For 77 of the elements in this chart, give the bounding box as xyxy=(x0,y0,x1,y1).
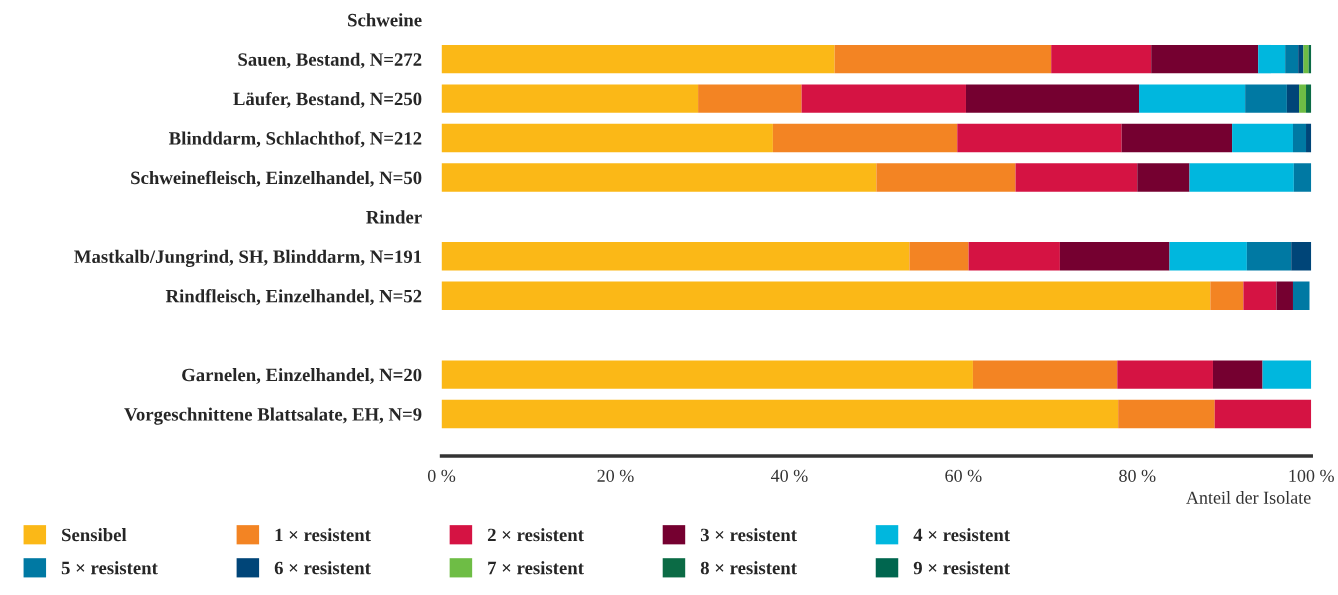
bar xyxy=(1169,242,1247,271)
bar xyxy=(1059,242,1170,271)
bar xyxy=(909,242,969,271)
y-tick-label: Sauen, Bestand, N=272 xyxy=(238,52,422,69)
bar xyxy=(1214,399,1312,429)
bar xyxy=(772,123,958,153)
bar xyxy=(1303,44,1309,74)
bar xyxy=(1051,44,1152,74)
y-tick-label: Läufer, Bestand, N=250 xyxy=(233,91,422,108)
bar xyxy=(1291,242,1312,271)
legend-label: Sensibel xyxy=(62,528,127,542)
bar xyxy=(1306,123,1312,153)
bar xyxy=(1298,44,1304,74)
bar xyxy=(1292,281,1310,310)
bar xyxy=(1285,44,1299,74)
bar xyxy=(1262,360,1312,389)
bar xyxy=(1151,44,1259,74)
bar xyxy=(1118,399,1215,429)
bar xyxy=(1212,360,1263,389)
bar xyxy=(1189,163,1294,192)
y-tick-label: Garnelen, Einzelhandel, N=20 xyxy=(182,368,422,385)
bar xyxy=(441,163,877,192)
bar xyxy=(965,84,1140,113)
bar xyxy=(1117,360,1213,389)
bar xyxy=(1243,281,1277,310)
legend-label: 4 × resistent xyxy=(913,528,1010,542)
legend-label: 1 × resistent xyxy=(275,528,371,542)
bar xyxy=(1245,84,1287,113)
bar xyxy=(972,360,1118,389)
y-tick-label: Mastkalb/Jungrind, SH, Blinddarm, N=191 xyxy=(74,249,422,267)
bar xyxy=(698,84,802,113)
legend-label: 5 × resistent xyxy=(61,561,158,575)
bar xyxy=(1299,84,1307,113)
bar xyxy=(441,399,1119,429)
legend-label: 7 × resistent xyxy=(488,561,584,575)
y-tick-label: Rindfleisch, Einzelhandel, N=52 xyxy=(165,289,422,306)
bar xyxy=(1139,84,1246,113)
x-tick-label: 40 % xyxy=(770,469,808,482)
y-tick-label: Vorgeschnittene Blattsalate, EH, N=9 xyxy=(124,407,422,425)
x-tick-label: 60 % xyxy=(945,469,982,482)
legend-label: 3 × resistent xyxy=(700,528,797,542)
legend-label: 6 × resistent xyxy=(274,561,371,575)
bar xyxy=(441,360,973,389)
x-tick-label: 100 % xyxy=(1289,469,1334,482)
y-tick-label: Rinder xyxy=(366,210,422,224)
legend-label: 8 × resistent xyxy=(700,561,797,575)
x-axis-title: Anteil der Isolate xyxy=(1186,491,1311,504)
x-tick-label: 80 % xyxy=(1119,469,1156,482)
bar xyxy=(1232,123,1293,153)
y-tick-label: Schweine xyxy=(348,13,422,27)
bar xyxy=(1246,242,1292,271)
bar xyxy=(801,84,966,113)
bar xyxy=(441,242,910,271)
y-tick-label: Schweinefleisch, Einzelhandel, N=50 xyxy=(131,170,422,187)
bar xyxy=(441,44,835,74)
legend-label: 2 × resistent xyxy=(487,528,584,542)
legend-label: 9 × resistent xyxy=(913,561,1010,575)
x-tick-label: 0 % xyxy=(427,469,456,482)
bar xyxy=(876,163,1016,192)
bar xyxy=(441,281,1211,310)
y-tick-label: Blinddarm, Schlachthof, N=212 xyxy=(168,131,422,148)
bar xyxy=(441,123,773,153)
bar xyxy=(968,242,1060,271)
bar xyxy=(834,44,1052,74)
bar xyxy=(1286,84,1300,113)
bar xyxy=(1292,123,1307,153)
bar xyxy=(957,123,1122,153)
bar xyxy=(1258,44,1286,74)
bar xyxy=(1210,281,1244,310)
bar xyxy=(1015,163,1138,192)
x-tick-label: 20 % xyxy=(597,469,634,482)
bar xyxy=(441,84,699,113)
bar xyxy=(1137,163,1190,192)
bar xyxy=(1293,163,1312,192)
bar xyxy=(1306,84,1312,113)
bar xyxy=(1121,123,1233,153)
bar xyxy=(1276,281,1293,310)
